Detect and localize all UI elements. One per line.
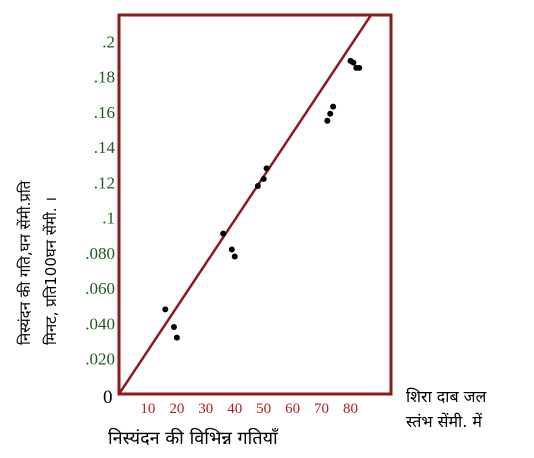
y-axis-label: निस्यंदन की गति,घन सेंमी.प्रति मिनट, प्र… xyxy=(16,180,60,345)
x-tick-label: 70 xyxy=(314,401,329,417)
data-point xyxy=(350,59,357,66)
y-tick-label: .16 xyxy=(94,103,115,122)
data-point xyxy=(173,334,180,341)
tick-labels: .020 .040 .060 .080 .1 .12 .14 .16 .18 .2 10 20 30 40… xyxy=(85,32,358,417)
x-tick-label: 80 xyxy=(343,401,358,417)
trend-line-layer xyxy=(119,15,373,394)
x-axis-unit-note: शिरा दाब जल स्तंभ सेंमी. में xyxy=(406,384,534,434)
y-tick-label: .12 xyxy=(94,173,115,192)
data-point xyxy=(228,246,235,253)
data-point xyxy=(327,110,334,117)
x-tick-label: 50 xyxy=(256,401,271,417)
y-tick-label: .1 xyxy=(102,209,115,228)
y-tick-label: .080 xyxy=(85,244,115,263)
x-tick-label: 60 xyxy=(285,401,300,417)
y-tick-label: .020 xyxy=(85,350,115,369)
y-tick-label: .14 xyxy=(94,138,116,157)
x-tick-label: 10 xyxy=(140,401,155,417)
data-point xyxy=(162,306,169,313)
data-point xyxy=(254,182,261,189)
data-point xyxy=(170,324,177,331)
x-axis-unit-note-line-2: स्तंभ सेंमी. में xyxy=(406,412,482,431)
data-point xyxy=(260,175,267,182)
x-axis-unit-note-line-1: शिरा दाब जल xyxy=(406,387,487,406)
data-point xyxy=(356,64,363,71)
data-point xyxy=(220,230,227,237)
plot-frame xyxy=(117,13,393,396)
data-point xyxy=(231,253,238,260)
y-tick-label: .060 xyxy=(85,279,115,298)
data-point xyxy=(324,117,331,124)
y-tick-label: .040 xyxy=(85,314,115,333)
data-points xyxy=(162,57,363,341)
x-tick-label: 40 xyxy=(227,401,242,417)
data-point xyxy=(330,103,337,110)
y-axis-label-line-1: निस्यंदन की गति,घन सेंमी.प्रति xyxy=(16,180,34,345)
x-tick-label: 20 xyxy=(169,401,184,417)
x-tick-label: 30 xyxy=(198,401,213,417)
y-tick-label: .18 xyxy=(94,68,115,87)
y-tick-label: .2 xyxy=(102,32,115,51)
x-axis-label: निस्यंदन की विभिन्न गतियाँ xyxy=(108,428,278,449)
y-axis-label-line-2: मिनट, प्रति100घन सेंमी. । xyxy=(42,197,60,345)
data-point xyxy=(263,165,270,172)
trend-line xyxy=(119,15,373,394)
origin-label: 0 xyxy=(103,387,113,408)
